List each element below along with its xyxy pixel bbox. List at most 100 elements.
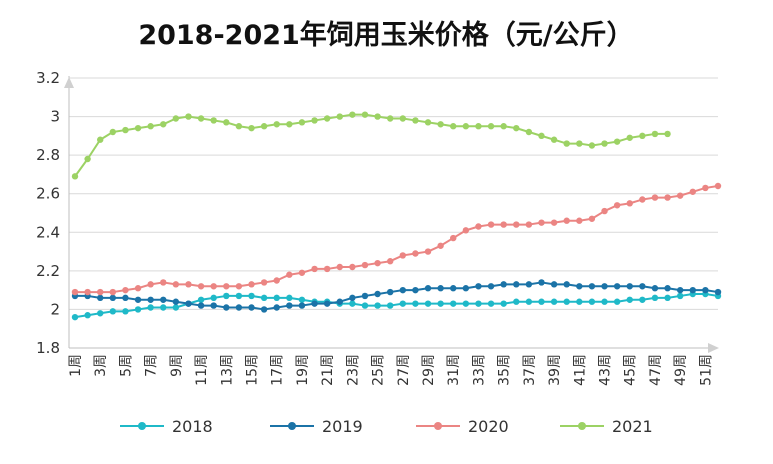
data-point-2020 [689,188,696,195]
data-point-2018 [513,298,520,305]
series-2019 [71,279,722,313]
data-point-2020 [71,288,79,296]
data-point-2020 [639,196,646,203]
series-line-2020 [75,185,719,294]
data-point-2021 [197,115,205,122]
data-point-2018 [286,294,293,302]
data-point-2020 [374,259,381,267]
data-point-2018 [349,300,356,307]
data-point-2018 [651,294,659,302]
data-point-2019 [651,285,659,292]
data-point-2018 [147,304,154,311]
data-point-2019 [601,283,608,290]
data-point-2020 [185,281,192,288]
data-point-2020 [576,217,583,224]
data-point-2021 [462,123,470,130]
data-point-2019 [134,296,142,303]
data-point-2020 [676,192,684,199]
data-point-2020 [361,261,369,269]
data-point-2021 [374,113,381,120]
legend-item-2020: 2020 [416,417,509,436]
series-line-2019 [75,281,719,311]
data-point-2018 [462,300,470,307]
data-point-2019 [550,281,558,288]
data-point-2020 [223,283,230,290]
y-tick-label: 2.2 [36,262,60,280]
x-tick-label: 7周 [144,354,160,377]
data-point-2020 [626,200,633,207]
data-point-2018 [71,313,79,321]
data-point-2021 [260,123,268,130]
data-point-2021 [298,119,306,126]
data-point-2019 [336,298,343,305]
x-tick-label: 15周 [245,354,261,386]
data-point-2020 [702,184,709,192]
data-point-2020 [160,279,167,286]
data-point-2018 [235,292,243,300]
data-point-2020 [298,269,306,276]
data-point-2020 [424,248,432,255]
data-point-2019 [475,283,482,290]
data-point-2020 [513,221,520,228]
data-point-2018 [386,302,394,309]
data-point-2021 [487,123,495,130]
series-line-2018 [74,293,719,319]
data-point-2019 [386,288,394,296]
x-tick-label: 9周 [169,354,185,377]
data-point-2020 [538,219,545,226]
legend-label: 2018 [172,417,213,436]
data-point-2018 [588,298,596,305]
data-point-2019 [197,302,205,309]
data-point-2021 [97,136,104,143]
data-point-2021 [386,115,394,122]
data-point-2021 [286,121,293,128]
x-tick-label: 43周 [598,354,614,386]
data-point-2020 [248,281,255,288]
data-point-2019 [424,285,432,292]
data-point-2019 [525,281,533,288]
data-point-2018 [525,298,533,305]
data-point-2020 [500,221,507,228]
data-point-2019 [613,283,621,290]
data-point-2020 [563,217,570,224]
data-point-2018 [134,306,142,313]
data-point-2018 [412,300,419,307]
data-point-2019 [248,304,255,311]
legend-item-2019: 2019 [270,417,363,436]
data-point-2018 [84,312,91,319]
data-point-2018 [260,294,268,302]
y-axis-arrow [64,77,74,88]
grid-lines [69,77,718,310]
data-point-2018 [248,292,255,300]
data-point-2019 [260,306,268,313]
x-tick-label: 3周 [93,354,109,377]
data-point-2021 [588,142,596,149]
data-point-2021 [134,124,142,132]
series-2018 [71,290,722,321]
data-point-2021 [613,138,621,145]
data-point-2019 [374,290,381,298]
x-tick-label: 45周 [623,354,639,386]
data-point-2021 [84,155,91,163]
data-point-2020 [286,271,293,278]
data-point-2018 [601,298,608,305]
data-point-2020 [613,202,621,209]
data-point-2021 [399,115,407,122]
data-point-2020 [588,215,596,222]
data-point-2019 [210,302,217,309]
data-point-2018 [576,298,583,305]
series-group [71,111,722,321]
data-point-2020 [714,182,722,190]
data-point-2021 [475,123,482,130]
legend-label: 2020 [468,417,509,436]
data-point-2020 [323,265,331,273]
data-point-2018 [563,298,570,305]
data-point-2019 [513,281,520,288]
data-point-2018 [639,296,646,303]
data-point-2020 [487,221,495,228]
data-point-2020 [273,277,280,284]
data-point-2020 [109,288,117,296]
data-point-2019 [122,294,129,302]
data-point-2018 [399,300,407,307]
data-point-2019 [538,279,545,286]
